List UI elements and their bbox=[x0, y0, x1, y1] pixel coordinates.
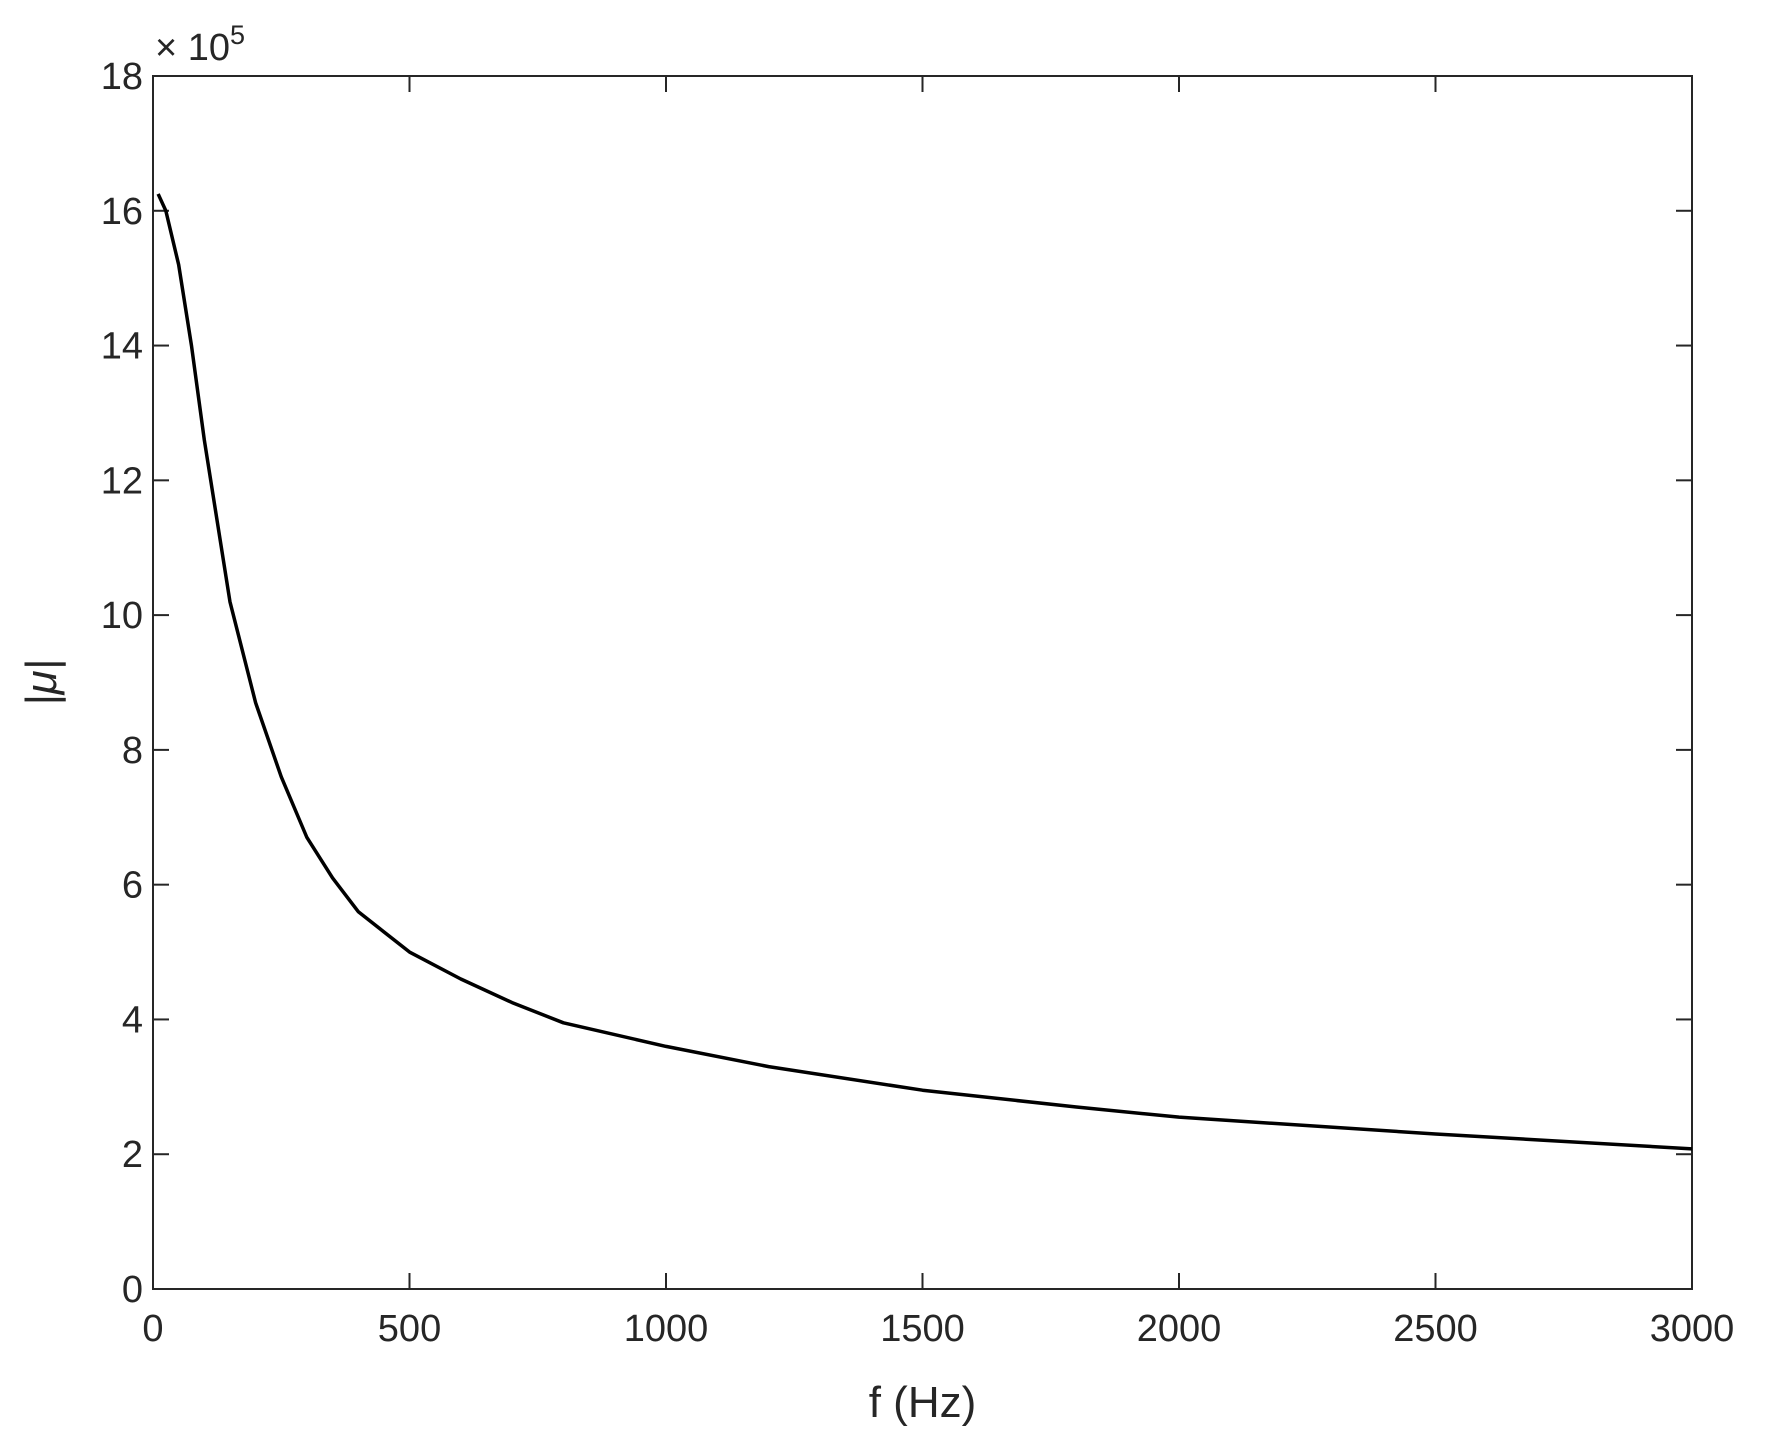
x-tick-label: 500 bbox=[378, 1308, 441, 1350]
x-tick-label: 2000 bbox=[1137, 1308, 1222, 1350]
x-axis-label: f (Hz) bbox=[869, 1378, 977, 1427]
data-line bbox=[156, 193, 1693, 1151]
y-axis-label: |μ| bbox=[17, 659, 66, 706]
x-tick-label: 1500 bbox=[880, 1308, 965, 1350]
y-tick-label: 8 bbox=[122, 730, 143, 772]
y-scale-label: × 105 bbox=[155, 20, 245, 69]
y-tick-label: 4 bbox=[122, 999, 143, 1041]
y-tick-label: 10 bbox=[101, 595, 143, 637]
y-scale-exponent: 5 bbox=[230, 20, 245, 50]
y-tick-label: 16 bbox=[101, 191, 143, 233]
y-tick-label: 18 bbox=[101, 56, 143, 98]
x-tick-label: 3000 bbox=[1650, 1308, 1735, 1350]
y-tick-label: 14 bbox=[101, 326, 143, 368]
y-tick-label: 2 bbox=[122, 1134, 143, 1176]
x-tick-label: 0 bbox=[142, 1308, 163, 1350]
y-scale-prefix: × 10 bbox=[155, 27, 230, 69]
y-tick-label: 12 bbox=[101, 460, 143, 502]
y-tick-label: 0 bbox=[122, 1269, 143, 1311]
x-tick-label: 2500 bbox=[1393, 1308, 1478, 1350]
y-tick-label: 6 bbox=[122, 865, 143, 907]
plot-area bbox=[152, 75, 1693, 1290]
x-tick-label: 1000 bbox=[624, 1308, 709, 1350]
